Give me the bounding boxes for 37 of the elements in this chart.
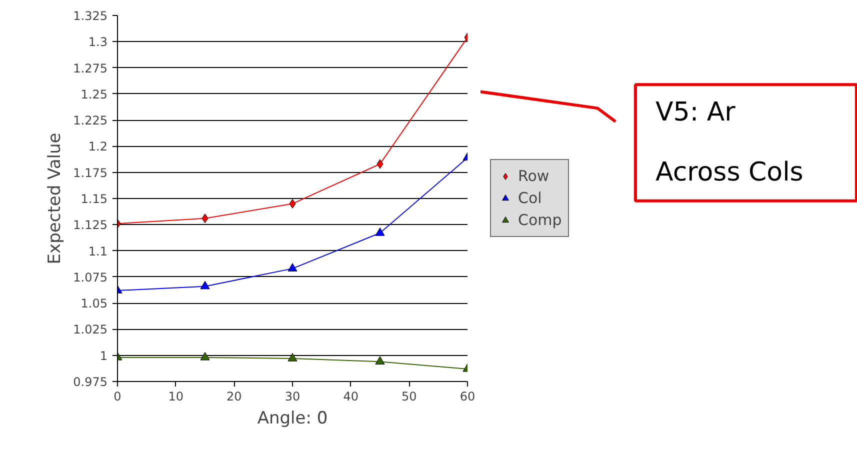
- x-tick-label: 60: [460, 390, 476, 404]
- y-tick-label: 1.075: [73, 270, 108, 284]
- y-tick-label: 1.1: [88, 244, 108, 258]
- y-tick-label: 1.175: [73, 166, 108, 180]
- point: [375, 356, 385, 364]
- legend-label: Col: [518, 189, 542, 207]
- y-tick-label: 1.2: [88, 140, 108, 154]
- legend-label: Comp: [518, 211, 562, 229]
- x-axis-title: Angle: 0: [257, 408, 328, 428]
- y-tick-label: 1: [100, 348, 108, 363]
- point: [288, 263, 298, 272]
- y-tick-label: 0.975: [73, 375, 108, 389]
- x-tick-label: 20: [226, 390, 242, 404]
- point: [376, 159, 384, 169]
- y-tick-label: 1.15: [80, 192, 108, 206]
- x-tick-label: 40: [343, 390, 358, 404]
- x-tick-label: 50: [402, 390, 417, 404]
- point: [200, 352, 210, 360]
- x-tick-label: 0: [114, 390, 122, 404]
- point: [375, 228, 385, 236]
- y-tick-label: 1.225: [73, 114, 108, 128]
- y-tick-label: 1.125: [73, 218, 108, 232]
- y-axis-title: Expected Value: [45, 132, 66, 264]
- y-tick-label: 1.05: [80, 296, 108, 311]
- y-tick-label: 1.025: [73, 322, 108, 337]
- y-tick-label: 1.275: [73, 61, 108, 76]
- y-tick-label: 1.325: [73, 9, 108, 23]
- x-tick-label: 30: [284, 390, 300, 404]
- point: [289, 198, 296, 208]
- point: [288, 353, 298, 362]
- legend-label: Row: [518, 167, 550, 185]
- point: [200, 280, 210, 290]
- y-tick-label: 1.25: [80, 87, 108, 102]
- x-tick-label: 10: [168, 390, 184, 404]
- point: [202, 214, 208, 224]
- text: V5: Ar Across Cols: [656, 98, 804, 188]
- y-tick-label: 1.3: [88, 35, 108, 50]
